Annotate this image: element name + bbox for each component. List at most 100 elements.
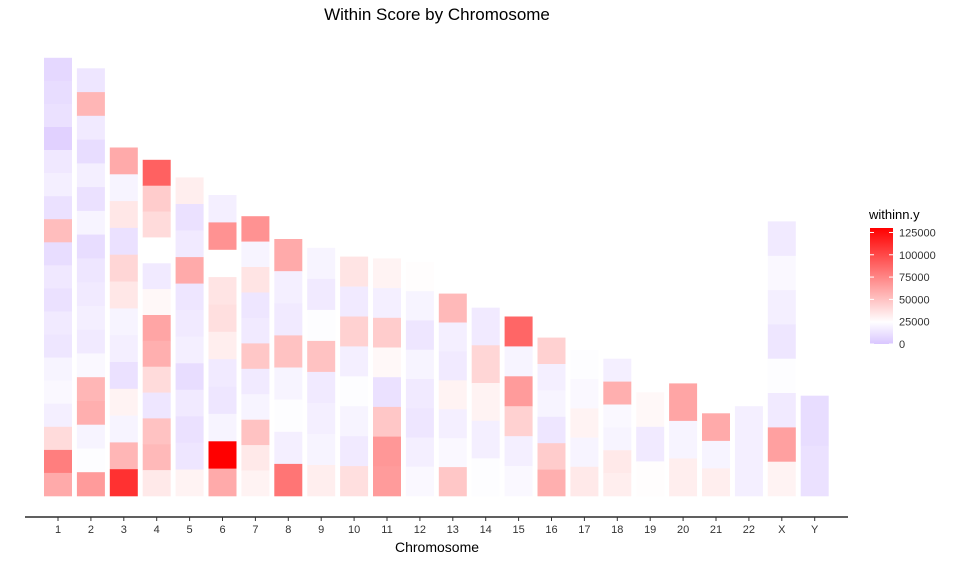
heat-cell bbox=[76, 401, 105, 426]
heat-cell bbox=[109, 281, 138, 309]
heat-cell bbox=[405, 437, 434, 468]
chromosome-column-7 bbox=[241, 216, 270, 497]
heat-cell bbox=[471, 420, 500, 459]
chromosome-column-11 bbox=[373, 258, 401, 497]
heat-cell bbox=[76, 115, 105, 140]
x-tick-label: Y bbox=[811, 524, 819, 536]
heat-cell bbox=[142, 418, 171, 445]
heat-cell bbox=[208, 331, 237, 360]
heat-cell bbox=[241, 241, 270, 268]
heat-cell bbox=[142, 315, 171, 342]
heat-cell bbox=[44, 403, 72, 428]
heat-cell bbox=[76, 187, 105, 212]
heat-cell bbox=[175, 363, 204, 391]
heat-cell bbox=[438, 380, 467, 410]
heat-cell bbox=[109, 388, 138, 416]
heat-cell bbox=[208, 304, 237, 333]
chromosome-column-19 bbox=[636, 392, 665, 497]
heat-cell bbox=[274, 463, 303, 497]
chromosome-column-15 bbox=[504, 316, 533, 497]
heat-cell bbox=[603, 427, 632, 451]
heat-cell bbox=[373, 258, 401, 289]
heat-cell bbox=[44, 219, 72, 243]
legend-label: 100000 bbox=[899, 250, 936, 262]
x-axis-title: Chromosome bbox=[395, 539, 479, 555]
heat-cell bbox=[800, 395, 829, 447]
heat-cell bbox=[767, 427, 796, 462]
heat-cell bbox=[307, 371, 336, 404]
chromosome-column-6 bbox=[208, 195, 237, 497]
heat-cell bbox=[142, 444, 171, 471]
heat-cell bbox=[570, 437, 599, 468]
heat-cell bbox=[142, 340, 171, 367]
chromosome-column-14 bbox=[471, 307, 500, 497]
heat-cell bbox=[340, 256, 369, 287]
heat-cell bbox=[570, 408, 599, 438]
x-axis-ticks: 1 2 3 4 5 6 7 8 9 10 11 12 13 14 15 16 17 18 19 20 21 22 X Y bbox=[55, 517, 819, 536]
x-tick-label: 7 bbox=[252, 524, 258, 536]
heat-cell bbox=[44, 472, 72, 497]
x-tick-label: 5 bbox=[187, 524, 193, 536]
heat-cell bbox=[702, 413, 730, 442]
heat-cell bbox=[175, 230, 204, 258]
heat-cell bbox=[142, 237, 171, 264]
heat-cell bbox=[76, 258, 105, 283]
heat-cell bbox=[373, 406, 401, 437]
heat-cell bbox=[438, 467, 467, 497]
heat-cell bbox=[405, 349, 434, 380]
heat-cell bbox=[340, 406, 369, 437]
x-tick-label: 17 bbox=[578, 524, 590, 536]
heat-cell bbox=[537, 443, 566, 470]
chromosome-column-10 bbox=[340, 256, 369, 497]
heat-cell bbox=[702, 440, 730, 469]
chromosome-column-17 bbox=[570, 349, 599, 497]
heat-cell bbox=[76, 448, 105, 473]
heat-cell bbox=[44, 288, 72, 312]
heat-cell bbox=[340, 376, 369, 407]
chromosome-column-4 bbox=[142, 159, 171, 497]
heat-cell bbox=[76, 210, 105, 235]
chromosome-column-9 bbox=[307, 247, 336, 497]
heat-cell bbox=[142, 392, 171, 419]
heat-cell bbox=[208, 249, 237, 278]
heat-cell bbox=[208, 222, 237, 251]
chromosome-column-12 bbox=[405, 261, 434, 497]
heat-cell bbox=[76, 329, 105, 354]
heat-cell bbox=[208, 359, 237, 387]
heat-cell bbox=[76, 305, 105, 330]
heat-cell bbox=[603, 404, 632, 428]
heat-cell bbox=[504, 466, 533, 497]
heat-cell bbox=[603, 381, 632, 405]
heat-cell bbox=[109, 415, 138, 443]
heat-cell bbox=[767, 324, 796, 359]
chromosome-column-5 bbox=[175, 177, 204, 497]
heat-cell bbox=[44, 80, 72, 105]
heat-cell bbox=[44, 311, 72, 335]
heat-cell bbox=[471, 383, 500, 421]
heat-cell bbox=[373, 466, 401, 497]
x-tick-label: 9 bbox=[318, 524, 324, 536]
heat-cell bbox=[175, 336, 204, 364]
heat-cell bbox=[109, 335, 138, 363]
x-tick-label: 19 bbox=[644, 524, 656, 536]
heat-cell bbox=[340, 316, 369, 347]
x-tick-label: 14 bbox=[480, 524, 492, 536]
heat-cell bbox=[241, 445, 270, 471]
heat-cell bbox=[373, 436, 401, 467]
heat-cell bbox=[438, 409, 467, 439]
heat-cell bbox=[76, 68, 105, 93]
heat-cell bbox=[669, 420, 698, 459]
heat-cell bbox=[241, 419, 270, 446]
heat-cell bbox=[142, 185, 171, 212]
heat-cell bbox=[405, 379, 434, 409]
chromosome-column-Y bbox=[800, 395, 829, 497]
heat-cell bbox=[340, 346, 369, 377]
x-tick-label: 21 bbox=[710, 524, 722, 536]
heat-cell bbox=[208, 441, 237, 469]
heat-cell bbox=[175, 442, 204, 470]
chromosome-column-22 bbox=[734, 406, 763, 497]
heat-cell bbox=[504, 436, 533, 467]
heat-cell bbox=[471, 345, 500, 384]
heat-cell bbox=[767, 461, 796, 497]
chromosome-column-20 bbox=[669, 383, 698, 497]
